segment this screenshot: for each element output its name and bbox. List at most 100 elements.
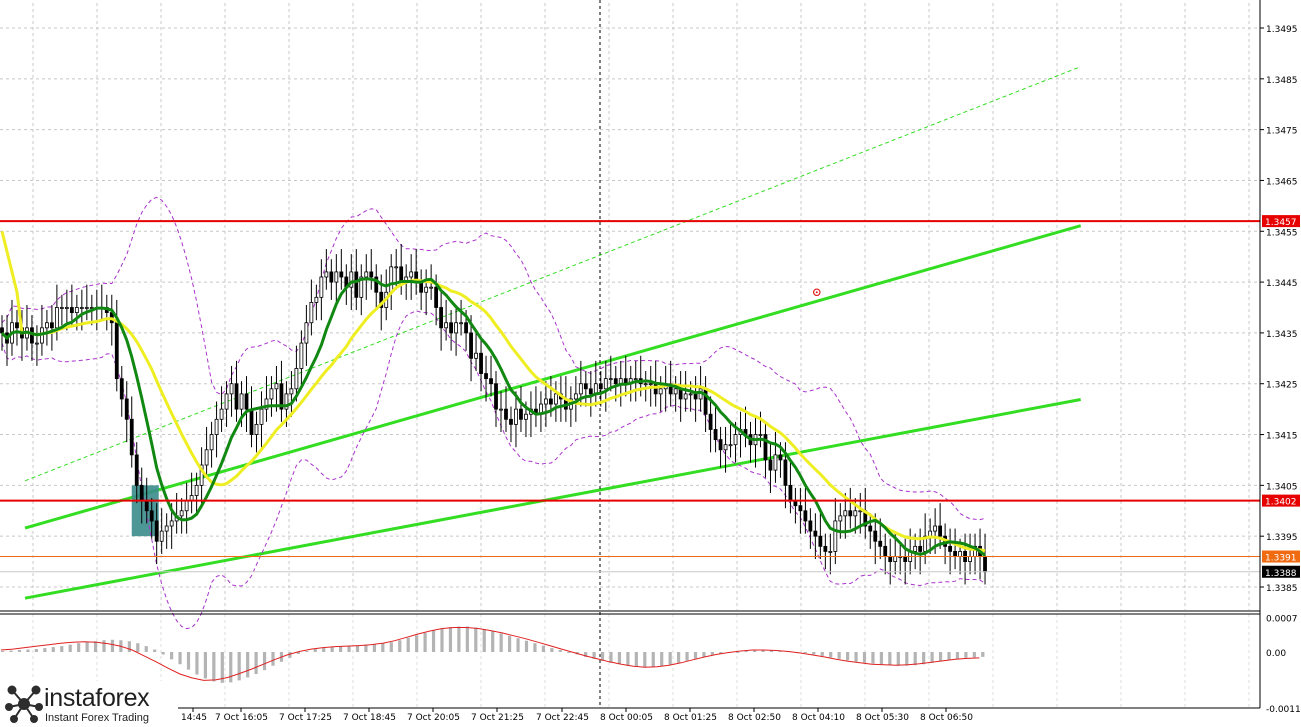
candle-bear <box>783 459 788 486</box>
candle-bull <box>314 296 319 303</box>
candle-bull <box>304 322 309 344</box>
envelope-lower <box>1 310 986 630</box>
candle-bull <box>459 322 463 325</box>
osc-bar <box>947 652 951 660</box>
candle-bull <box>219 408 224 420</box>
osc-bar <box>288 652 292 658</box>
candle-bull <box>164 525 169 532</box>
osc-bar <box>862 652 867 663</box>
osc-bar <box>922 652 926 665</box>
price-axis: 1.3495 1.3485 1.3475 1.3465 1.3455 1.3445 1.34… <box>1260 25 1301 715</box>
candle-bull <box>159 530 164 542</box>
candle-bear <box>703 388 708 415</box>
candle-bull <box>643 383 648 386</box>
osc-bar <box>972 652 976 658</box>
channel-lower-line <box>24 398 1081 600</box>
osc-bar <box>448 627 453 652</box>
osc-tick-label: -0.00114 <box>1266 705 1301 715</box>
level-label: 1.3457 <box>1265 218 1297 228</box>
osc-bar <box>524 640 529 652</box>
candle-bear <box>813 530 818 537</box>
molecule-icon <box>5 685 43 723</box>
osc-bar <box>812 652 816 655</box>
candle-bull <box>544 398 548 405</box>
x-tick-label: 7 Oct 17:25 <box>279 713 332 723</box>
candle-bull <box>364 271 369 278</box>
osc-bar <box>803 652 807 653</box>
osc-bar <box>305 651 309 653</box>
candle-bull <box>224 393 229 410</box>
candle-bull <box>723 444 728 451</box>
candle-bull <box>578 383 583 395</box>
candle-bear <box>244 393 249 410</box>
candle-bull <box>64 307 69 309</box>
candle-bull <box>658 388 663 395</box>
candle-bull <box>553 393 558 405</box>
osc-bar <box>144 646 148 652</box>
candle-bear <box>149 510 154 522</box>
current-price-label-bg <box>1262 565 1300 578</box>
osc-bar <box>347 645 351 652</box>
candle-bear <box>279 383 284 410</box>
candle-bear <box>778 454 783 461</box>
osc-bar <box>127 641 131 652</box>
osc-bar <box>423 632 427 652</box>
candle-bull <box>394 266 399 269</box>
candle-bull <box>289 388 294 395</box>
candle-bear <box>489 378 493 385</box>
osc-bar <box>322 647 326 652</box>
target-marker-dot <box>815 291 818 294</box>
candle-bull <box>264 398 269 410</box>
candle-bear <box>464 322 468 334</box>
y-tick-label: 1.3445 <box>1266 279 1298 289</box>
candle-bear <box>588 388 593 395</box>
candle-bull <box>683 393 688 400</box>
osc-bar <box>846 652 850 661</box>
candle-bear <box>469 332 473 359</box>
osc-bar <box>896 652 900 666</box>
candle-bull <box>259 408 264 425</box>
candle-bear <box>613 378 618 385</box>
osc-bar <box>719 652 723 654</box>
osc-bar <box>508 635 512 652</box>
candle-bull <box>179 510 184 517</box>
candle-bear <box>504 408 508 420</box>
candle-bull <box>733 434 738 446</box>
osc-bar <box>761 650 765 652</box>
candle-bear <box>693 393 698 400</box>
candle-bear <box>434 286 439 308</box>
osc-bar <box>372 644 376 652</box>
oscillator-grid <box>32 614 1250 708</box>
candle-bull <box>324 271 329 278</box>
candle-bull <box>838 515 843 522</box>
osc-bar <box>415 635 419 652</box>
candle-bull <box>299 342 304 369</box>
y-tick-label: 1.3455 <box>1266 228 1298 238</box>
envelope-bands <box>1 196 986 630</box>
osc-bar <box>203 652 207 679</box>
osc-bar <box>736 652 740 653</box>
candle-bear <box>798 505 803 512</box>
x-tick-label: 8 Oct 00:05 <box>600 713 653 723</box>
osc-bar <box>516 638 520 652</box>
candle-bear <box>903 556 908 562</box>
osc-bar <box>271 652 275 666</box>
x-tick-label: 8 Oct 04:10 <box>792 713 845 723</box>
candle-bull <box>334 271 339 283</box>
candle-bull <box>573 393 578 400</box>
candle-bear <box>549 398 553 405</box>
price-levels: 1.3457 1.3402 1.3391 1.3388 <box>0 215 1300 579</box>
osc-bar <box>254 652 258 675</box>
osc-bar <box>617 652 622 665</box>
candle-bear <box>114 322 119 380</box>
candle-bull <box>514 408 518 425</box>
candle-bear <box>653 383 658 395</box>
candle-bear <box>50 322 54 329</box>
candle-bull <box>194 484 199 496</box>
osc-tick-label: 0.00 <box>1266 649 1286 659</box>
osc-bar <box>685 652 689 661</box>
candle-bull <box>728 444 733 447</box>
level-label: 1.3402 <box>1265 498 1297 508</box>
candle-bear <box>339 271 344 278</box>
